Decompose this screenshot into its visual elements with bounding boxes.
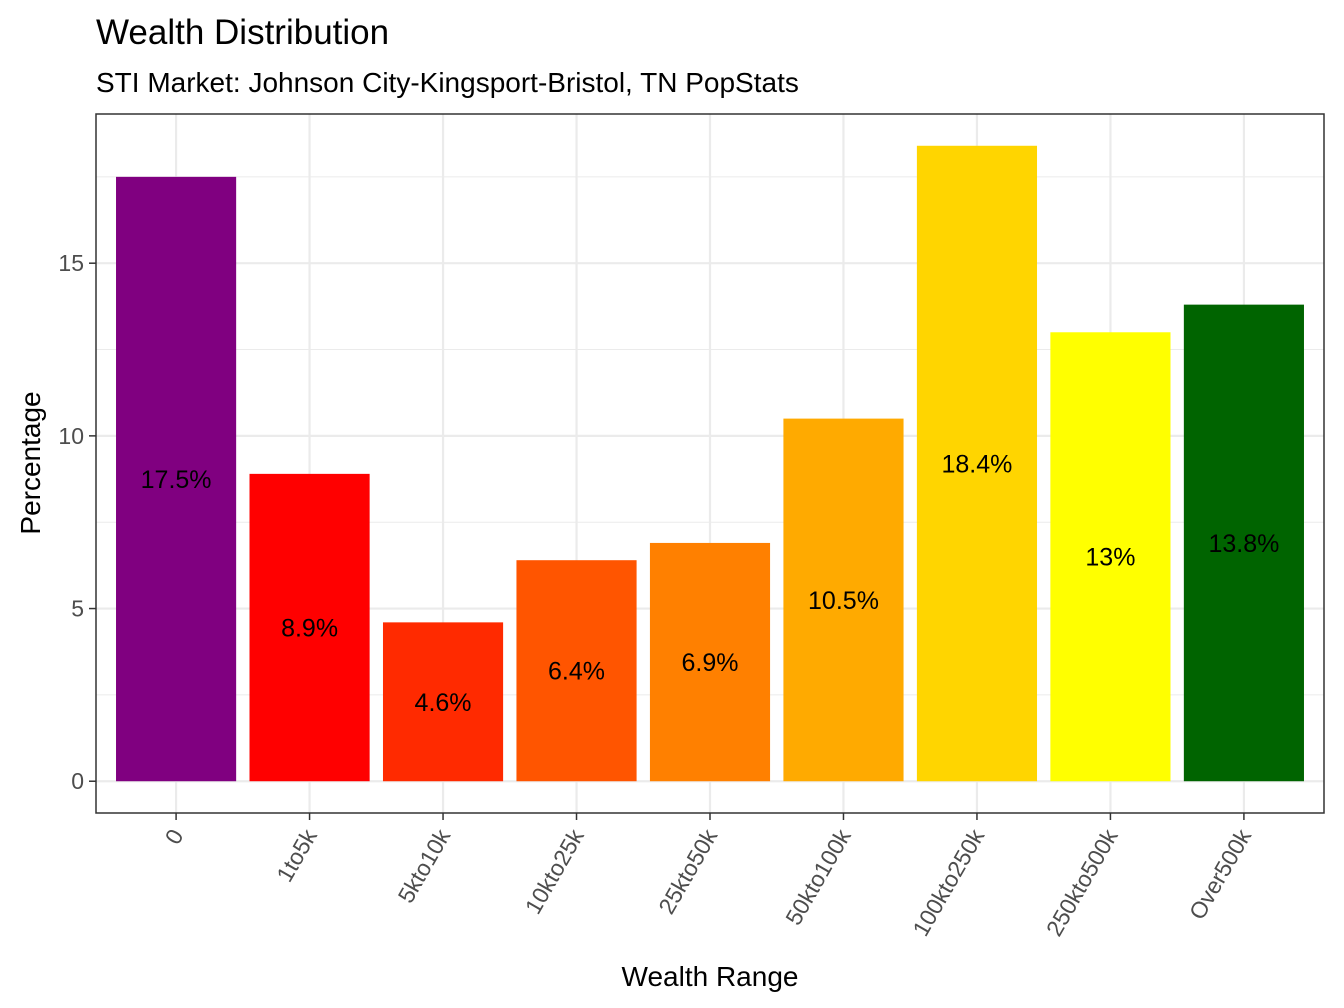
data-label-25kto50k: 6.9% bbox=[682, 649, 739, 677]
x-tick-label-1to5k: 1to5k bbox=[271, 824, 322, 886]
bar-250kto500k bbox=[1050, 332, 1171, 782]
x-axis-title: Wealth Range bbox=[622, 961, 799, 992]
data-labels: 17.5% 8.9% 4.6% 6.4% 6.9% 10.5% 18.4% 13% 13.8% bbox=[141, 451, 1280, 717]
x-tick-label-25kto50k: 25kto50k bbox=[653, 824, 722, 918]
bars bbox=[116, 145, 1304, 782]
y-tick-label: 5 bbox=[71, 596, 84, 622]
bar-25kto50k bbox=[649, 542, 771, 782]
y-axis-title: Percentage bbox=[15, 391, 46, 534]
x-tick-label-100kto250k: 100kto250k bbox=[907, 824, 989, 940]
data-label-50kto100k: 10.5% bbox=[808, 587, 879, 615]
data-label-100kto250k: 18.4% bbox=[942, 451, 1013, 479]
data-label-250kto500k: 13% bbox=[1085, 544, 1135, 572]
x-tick-label-Over500k: Over500k bbox=[1184, 824, 1257, 924]
bar-10kto25k bbox=[516, 560, 637, 782]
bar-5kto10k bbox=[382, 622, 504, 782]
y-tick-label: 0 bbox=[71, 768, 84, 794]
bar-1to5k bbox=[249, 473, 370, 782]
data-label-Over500k: 13.8% bbox=[1208, 530, 1279, 558]
data-label-5kto10k: 4.6% bbox=[415, 689, 472, 717]
y-tick-label: 10 bbox=[58, 423, 84, 449]
data-label-1to5k: 8.9% bbox=[281, 615, 338, 643]
x-tick-label-50kto100k: 50kto100k bbox=[780, 824, 856, 929]
data-label-10kto25k: 6.4% bbox=[548, 658, 605, 686]
y-tick-label: 15 bbox=[58, 250, 84, 276]
x-axis: 0 1to5k 5kto10k 10kto25k 25kto50k 50kto100k 10… bbox=[160, 813, 1257, 941]
y-axis: 0 5 10 15 bbox=[58, 250, 96, 794]
chart-subtitle: STI Market: Johnson City-Kingsport-Brist… bbox=[96, 67, 799, 98]
bar-50kto100k bbox=[783, 418, 904, 782]
data-label-0: 17.5% bbox=[141, 466, 212, 494]
chart-title: Wealth Distribution bbox=[96, 13, 389, 52]
bar-0 bbox=[116, 176, 237, 782]
x-tick-label-10kto25k: 10kto25k bbox=[520, 824, 589, 918]
bar-Over500k bbox=[1183, 304, 1304, 782]
x-tick-label-0: 0 bbox=[160, 825, 189, 849]
x-tick-label-5kto10k: 5kto10k bbox=[393, 824, 456, 907]
x-tick-label-250kto500k: 250kto500k bbox=[1041, 824, 1123, 940]
plot-area: 17.5% 8.9% 4.6% 6.4% 6.9% 10.5% 18.4% 13% 13.8% bbox=[95, 113, 1325, 814]
bar-100kto250k bbox=[916, 145, 1038, 782]
